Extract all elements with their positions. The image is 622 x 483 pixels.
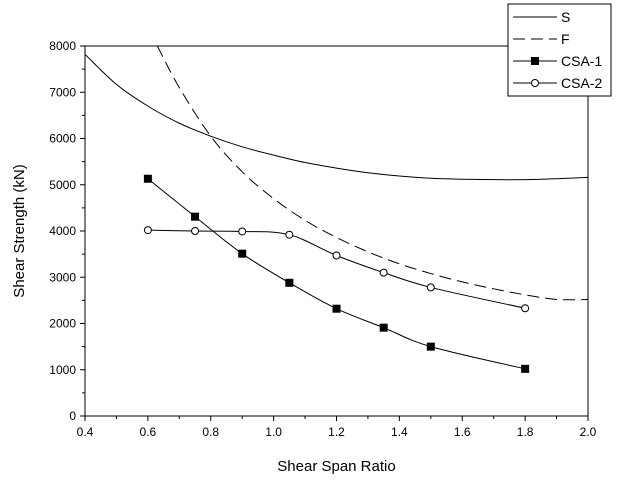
data-point-csa-2 (426, 283, 435, 292)
data-point-csa-2 (143, 226, 152, 235)
data-point-csa-1 (285, 278, 294, 287)
legend-box (507, 3, 612, 97)
series-csa-1 (143, 174, 530, 373)
series-line-csa-1 (147, 178, 526, 370)
legend-item-f: F (513, 31, 570, 47)
y-tick-label: 8000 (49, 39, 76, 53)
data-point-csa-1 (379, 323, 388, 332)
x-tick-label: 0.4 (77, 425, 94, 439)
legend-label-csa-2: CSA-2 (561, 75, 602, 91)
data-point-csa-1 (238, 249, 247, 258)
x-tick-label: 1.4 (391, 425, 408, 439)
x-tick-label: 1.6 (454, 425, 471, 439)
legend-label-f: F (561, 31, 570, 47)
series-line-s (84, 53, 589, 181)
series-line-f (156, 45, 589, 301)
series-line-csa-2 (147, 229, 526, 309)
y-tick-label: 4000 (49, 224, 76, 238)
plot-frame (84, 45, 589, 417)
data-point-csa-1 (143, 174, 152, 183)
axes: 0.4 0.6 0.8 1.0 1.2 1.4 1.6 1.8 2.0 0 1000 2000 3000… (49, 39, 596, 439)
x-tick-label: 1.2 (328, 425, 345, 439)
y-tick-label: 6000 (49, 132, 76, 146)
data-point-csa-2 (521, 304, 530, 313)
data-point-csa-2 (332, 251, 341, 260)
y-tick-label: 7000 (49, 85, 76, 99)
x-tick-label: 2.0 (580, 425, 597, 439)
legend-marker-csa-1 (531, 57, 539, 65)
x-tick-label: 1.0 (265, 425, 282, 439)
data-point-csa-1 (521, 364, 530, 373)
legend-label-csa-1: CSA-1 (561, 53, 602, 69)
data-point-csa-2 (379, 268, 388, 277)
series-s (84, 53, 589, 181)
data-point-csa-2 (191, 227, 200, 235)
data-point-csa-1 (332, 304, 341, 313)
series-csa-2 (143, 226, 530, 313)
legend: SF CSA-1 CSA-2 (507, 3, 612, 97)
x-axis-title: Shear Span Ratio (277, 458, 395, 475)
series-f (156, 45, 589, 301)
x-tick-label: 1.8 (517, 425, 534, 439)
legend-label-s: S (561, 9, 570, 25)
x-tick-label: 0.6 (140, 425, 157, 439)
y-tick-label: 3000 (49, 270, 76, 284)
legend-item-csa-2: CSA-2 (513, 75, 602, 91)
y-axis-title: Shear Strength (kN) (11, 164, 28, 297)
data-point-csa-1 (191, 212, 200, 221)
y-tick-label: 0 (69, 409, 76, 423)
legend-item-csa-1: CSA-1 (513, 53, 602, 69)
data-point-csa-2 (285, 230, 294, 239)
plot-area (84, 45, 589, 417)
data-point-csa-1 (426, 342, 435, 351)
y-tick-label: 1000 (49, 363, 76, 377)
data-point-csa-2 (238, 227, 247, 236)
legend-item-s: S (513, 9, 570, 25)
legend-marker-csa-2 (531, 79, 539, 87)
x-tick-label: 0.8 (202, 425, 219, 439)
series-layer (84, 45, 589, 373)
y-tick-label: 2000 (49, 317, 76, 331)
y-tick-label: 5000 (49, 178, 76, 192)
